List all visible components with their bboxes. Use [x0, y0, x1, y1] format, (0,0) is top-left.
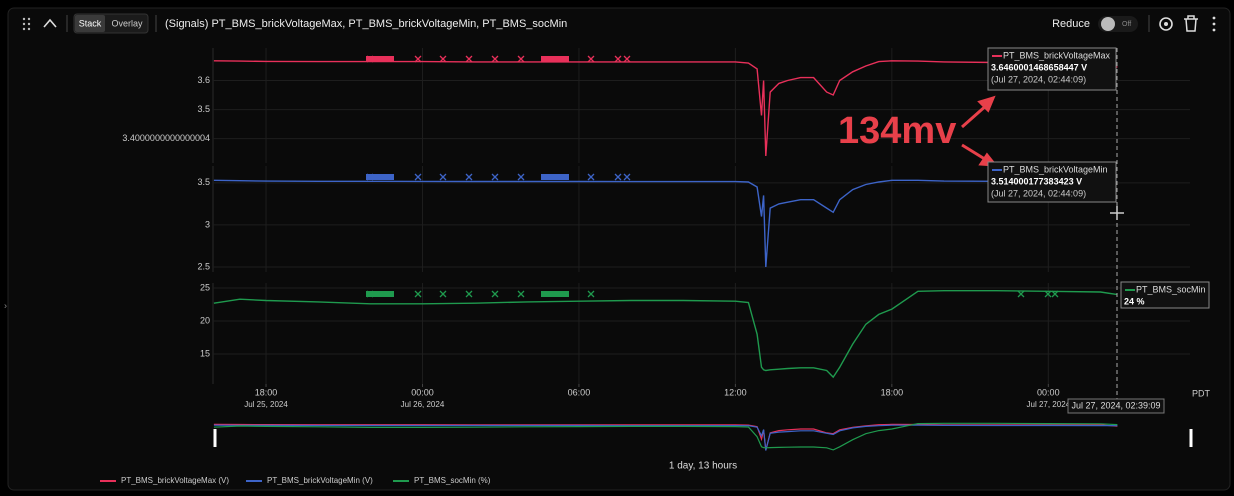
y-tick-label: 15 [200, 348, 210, 358]
settings-button[interactable] [1159, 17, 1173, 31]
navigator-line [213, 424, 1118, 451]
event-marker [491, 290, 499, 298]
event-marker [623, 173, 631, 181]
tooltips: PT_BMS_brickVoltageMax 3.6460001468658447… [987, 47, 1210, 309]
toggle-state: Off [1122, 21, 1131, 28]
legend-label: PT_BMS_socMin (%) [414, 476, 491, 485]
event-bar [366, 291, 394, 297]
y-tick-label: 3.6 [197, 75, 210, 85]
cursor-crosshair [1110, 206, 1124, 220]
x-tick-label: 06:00 [568, 387, 591, 397]
event-marker [439, 55, 447, 63]
event-marker [614, 173, 622, 181]
y-tick-label: 3.5 [197, 104, 210, 114]
event-marker [465, 290, 473, 298]
y-tick-label: 25 [200, 282, 210, 292]
reduce-label: Reduce [1052, 18, 1090, 30]
event-marker [587, 173, 595, 181]
navigator-line [213, 422, 1118, 451]
timezone-label: PDT [1192, 388, 1211, 398]
y-tick-label: 3 [205, 219, 210, 229]
y-tick-label: 3.4000000000000004 [122, 133, 210, 143]
tooltip-value: 3.6460001468658447 V [991, 62, 1087, 72]
x-tick-date: Jul 27, 2024 [1027, 400, 1071, 409]
event-marker [491, 55, 499, 63]
tooltip-name: PT_BMS_brickVoltageMin [1003, 164, 1108, 174]
series-line [213, 60, 1118, 157]
y-tick-label: 20 [200, 315, 210, 325]
event-bar [366, 174, 394, 180]
x-tick-date: Jul 25, 2024 [244, 400, 288, 409]
tooltip-name: PT_BMS_brickVoltageMax [1003, 50, 1111, 60]
header: Stack Overlay (Signals) PT_BMS_brickVolt… [22, 13, 1216, 34]
event-bar [541, 56, 569, 62]
tooltip-time: (Jul 27, 2024, 02:44:09) [991, 188, 1086, 198]
panel [7, 7, 1231, 491]
subplot: 25 20 15 [200, 282, 1190, 384]
plots: 3.6 3.5 3.4000000000000004 3.5 3 2.5 25 20 15 [122, 48, 1190, 384]
more-button[interactable] [1212, 16, 1216, 32]
x-tick-label: 18:00 [255, 387, 278, 397]
event-marker [517, 55, 525, 63]
stack-button[interactable]: Stack [79, 18, 102, 28]
event-bar [541, 291, 569, 297]
drag-handle[interactable] [22, 17, 31, 31]
series-line [213, 290, 1118, 379]
event-marker [587, 290, 595, 298]
cursor-label: Jul 27, 2024, 02:39:09 [1071, 400, 1160, 410]
legend-label: PT_BMS_brickVoltageMin (V) [267, 476, 373, 485]
annotation: 134mv [838, 110, 956, 152]
cursor-label-box [1067, 398, 1165, 414]
y-tick-label: 2.5 [197, 261, 210, 271]
event-marker [439, 290, 447, 298]
tooltip-box [987, 161, 1117, 203]
event-marker [414, 173, 422, 181]
event-marker [439, 173, 447, 181]
tooltip-time: (Jul 27, 2024, 02:44:09) [991, 74, 1086, 84]
event-marker [414, 290, 422, 298]
tooltip-value: 3.514000177383423 V [991, 176, 1082, 186]
y-tick-label: 3.5 [197, 177, 210, 187]
panel-title: (Signals) PT_BMS_brickVoltageMax, PT_BMS… [165, 18, 567, 30]
x-tick-label: 00:00 [1037, 387, 1060, 397]
event-marker [517, 290, 525, 298]
x-tick-date: Jul 26, 2024 [401, 400, 445, 409]
overlay-button[interactable]: Overlay [111, 18, 143, 28]
tooltip-name: PT_BMS_socMin [1136, 284, 1206, 294]
range-label: 1 day, 13 hours [669, 461, 737, 472]
event-marker [1017, 290, 1025, 298]
stack-button-bg[interactable] [75, 15, 105, 32]
event-bar [541, 174, 569, 180]
event-marker [614, 55, 622, 63]
subplot: 3.6 3.5 3.4000000000000004 [122, 48, 1190, 163]
delete-button[interactable] [1184, 15, 1198, 32]
x-tick-label: 18:00 [881, 387, 904, 397]
collapse-button[interactable] [43, 18, 57, 28]
subplot: 3.5 3 2.5 [197, 166, 1190, 272]
legend-label: PT_BMS_brickVoltageMax (V) [121, 476, 229, 485]
tooltip-box [987, 47, 1117, 91]
event-bar [366, 56, 394, 62]
tooltip-value: 24 % [1124, 296, 1145, 306]
series-line [213, 179, 1118, 268]
event-marker [491, 173, 499, 181]
toggle-knob [1101, 17, 1115, 31]
event-marker [587, 55, 595, 63]
side-chevron[interactable]: › [4, 300, 7, 310]
event-marker [517, 173, 525, 181]
event-marker [465, 55, 473, 63]
event-marker [465, 173, 473, 181]
x-tick-label: 00:00 [411, 387, 434, 397]
x-tick-label: 12:00 [724, 387, 747, 397]
tooltip-box [1120, 281, 1210, 309]
event-marker [623, 55, 631, 63]
